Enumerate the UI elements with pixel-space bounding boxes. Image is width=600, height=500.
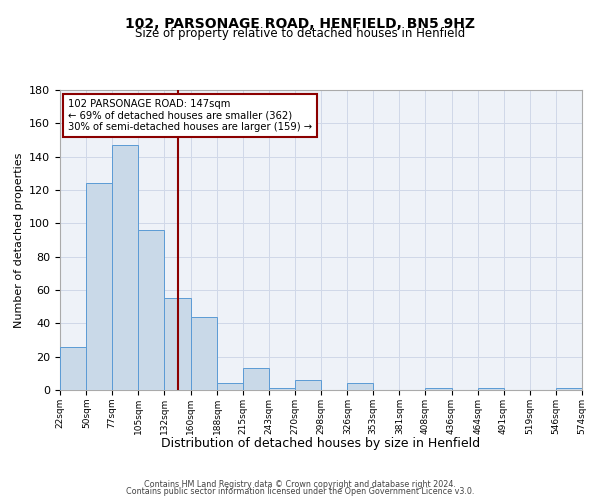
Bar	[139, 230, 164, 390]
Bar	[217, 384, 242, 390]
Bar	[112, 145, 139, 390]
Y-axis label: Number of detached properties: Number of detached properties	[14, 152, 23, 328]
Bar	[269, 388, 295, 390]
Text: Contains HM Land Registry data © Crown copyright and database right 2024.: Contains HM Land Registry data © Crown c…	[144, 480, 456, 489]
Bar	[347, 384, 373, 390]
Bar	[478, 388, 503, 390]
Text: 102 PARSONAGE ROAD: 147sqm
← 69% of detached houses are smaller (362)
30% of sem: 102 PARSONAGE ROAD: 147sqm ← 69% of deta…	[68, 99, 312, 132]
Text: Distribution of detached houses by size in Henfield: Distribution of detached houses by size …	[161, 438, 481, 450]
Bar	[86, 184, 112, 390]
Text: 102, PARSONAGE ROAD, HENFIELD, BN5 9HZ: 102, PARSONAGE ROAD, HENFIELD, BN5 9HZ	[125, 18, 475, 32]
Text: Size of property relative to detached houses in Henfield: Size of property relative to detached ho…	[135, 28, 465, 40]
Bar	[191, 316, 217, 390]
Bar	[556, 388, 582, 390]
Text: Contains public sector information licensed under the Open Government Licence v3: Contains public sector information licen…	[126, 488, 474, 496]
Bar	[60, 346, 86, 390]
Bar	[425, 388, 452, 390]
Bar	[295, 380, 321, 390]
Bar	[164, 298, 191, 390]
Bar	[242, 368, 269, 390]
